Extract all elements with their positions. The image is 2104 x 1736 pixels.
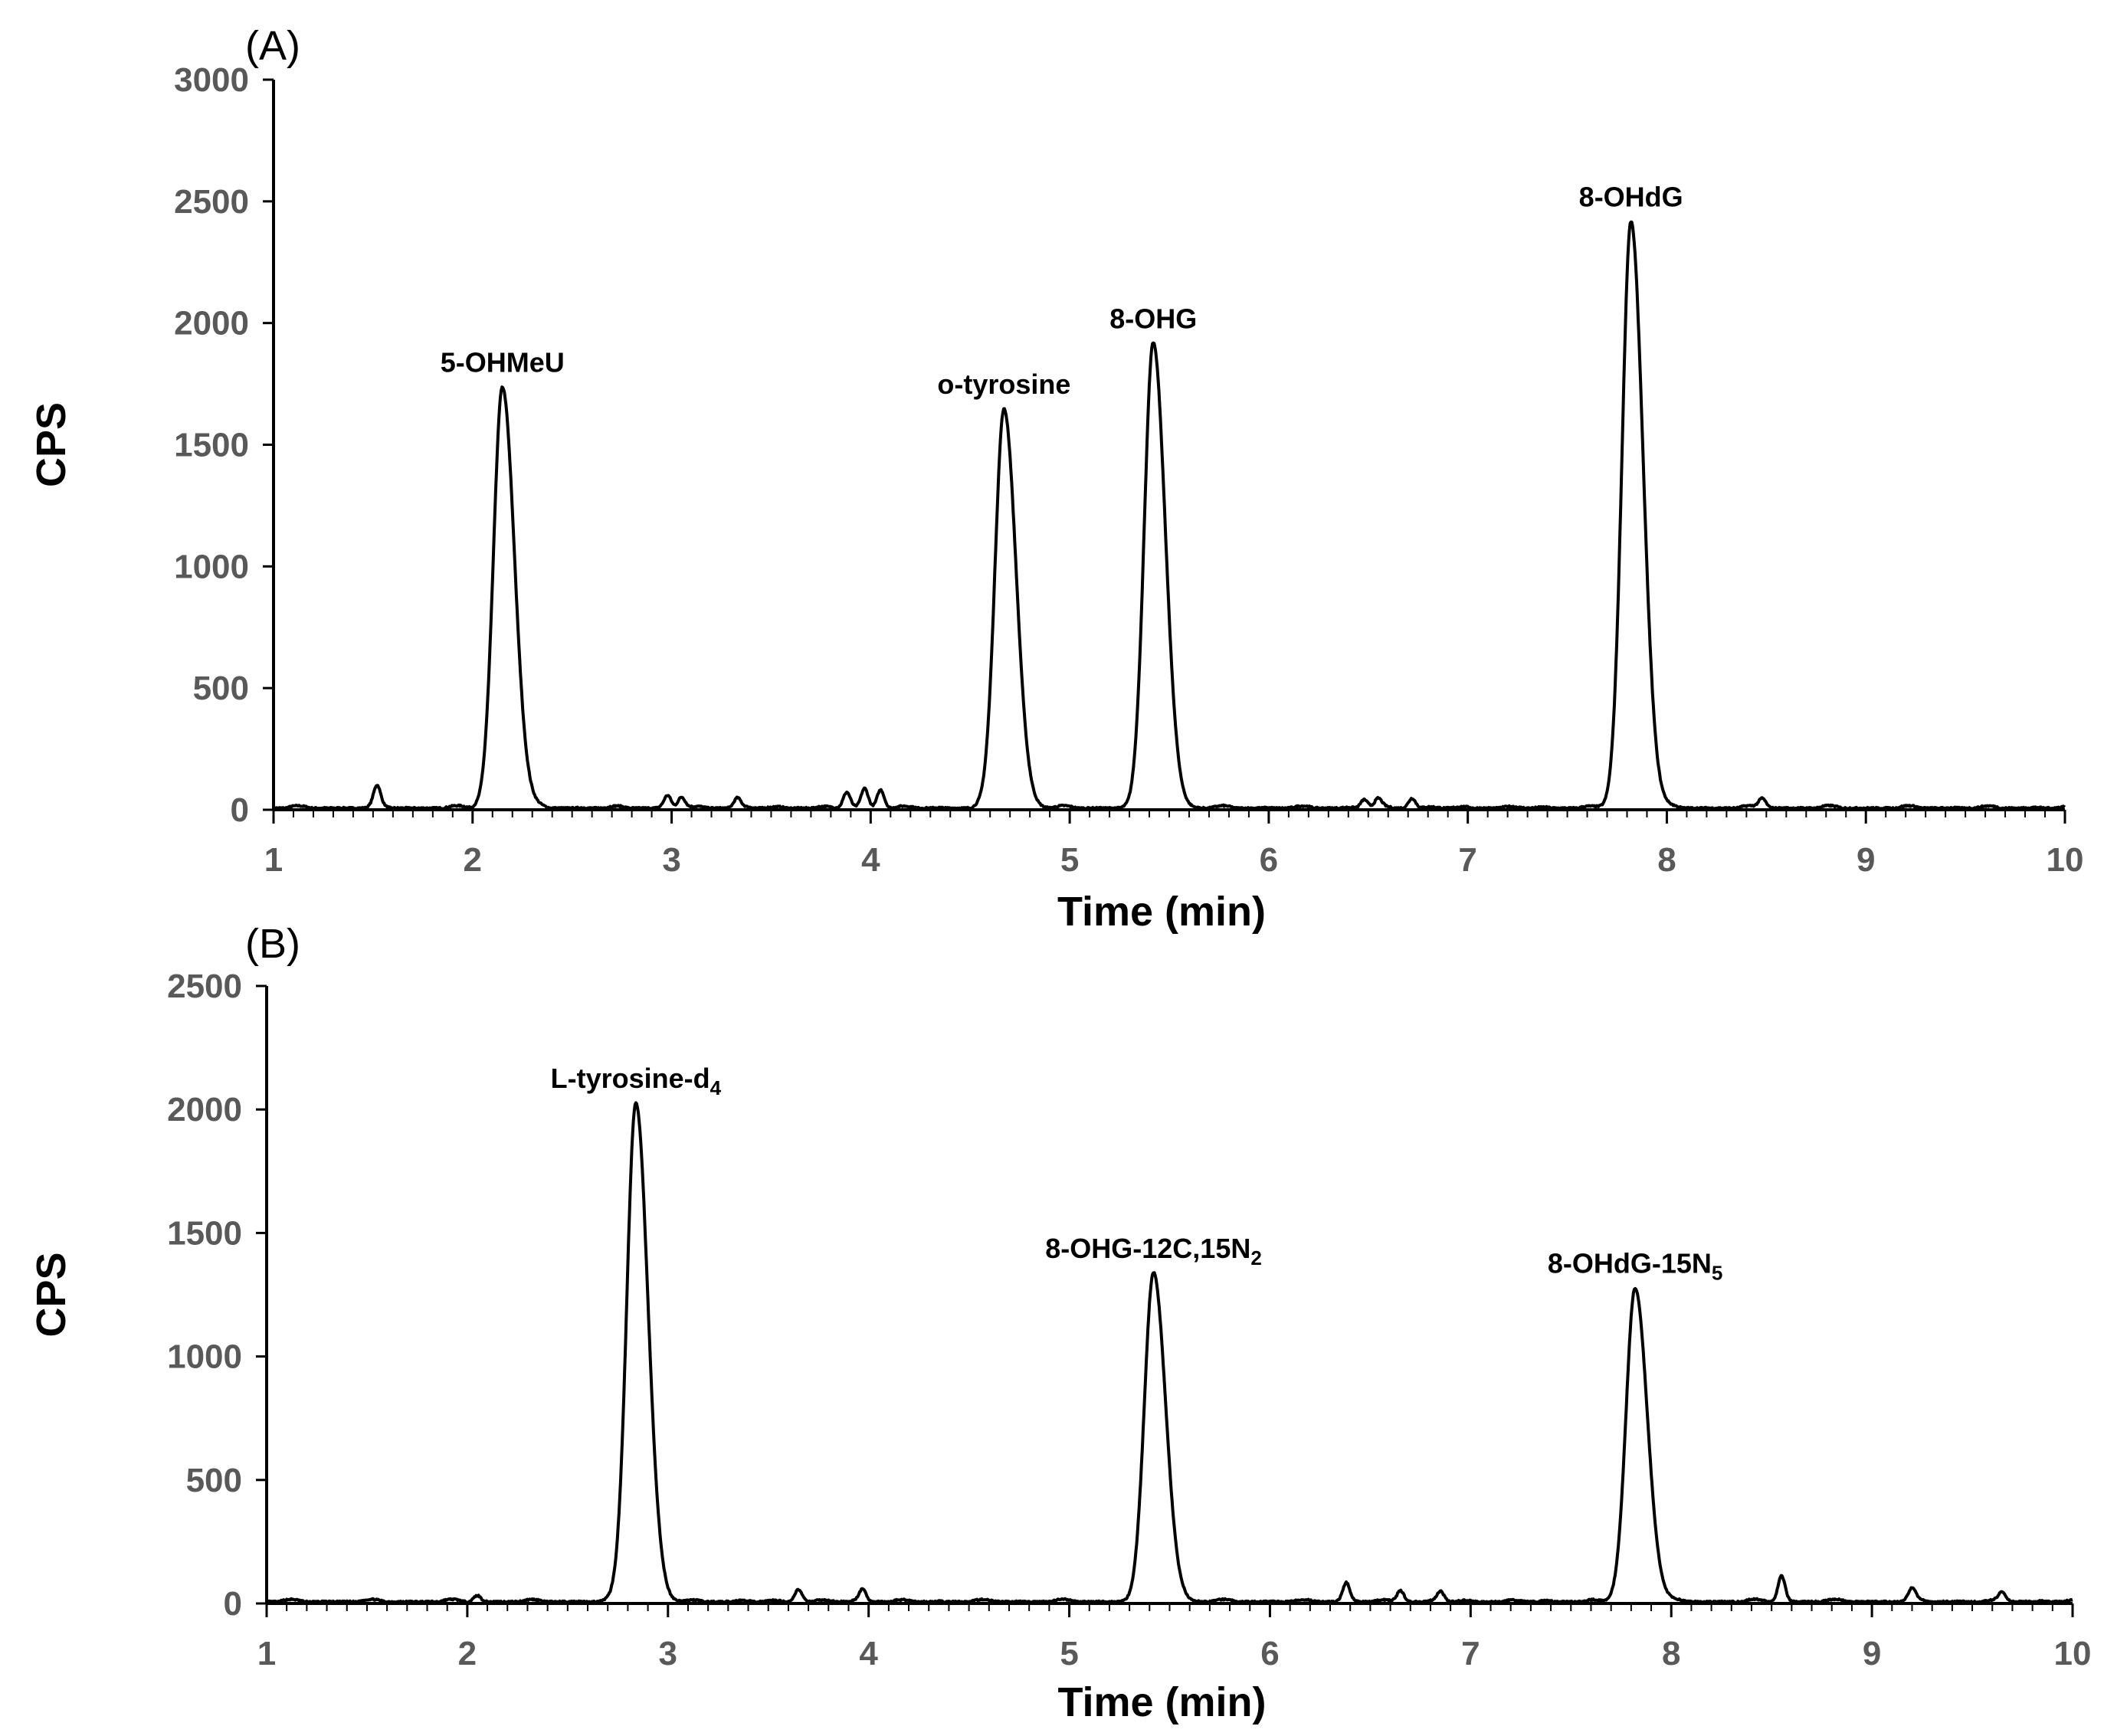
x-axis-title: Time (min): [1057, 1679, 1266, 1725]
chromatogram-trace: [272, 220, 2066, 811]
chromatogram-trace: [265, 1101, 2073, 1604]
x-tick-label: 5: [1060, 1635, 1078, 1672]
y-tick-label: 1000: [174, 548, 249, 585]
x-tick-label: 5: [1060, 841, 1079, 879]
peak-apex: [1002, 409, 1006, 413]
x-tick-label: 7: [1458, 841, 1476, 879]
y-axis-title: CPS: [28, 402, 74, 487]
x-axis-title: Time (min): [1057, 889, 1266, 935]
y-tick-label: 1500: [167, 1214, 242, 1252]
peak-apex: [1634, 1288, 1637, 1292]
y-tick-label: 2500: [167, 968, 242, 1005]
peak-apex: [500, 387, 504, 391]
y-tick-label: 0: [231, 791, 249, 829]
x-tick-label: 1: [257, 1635, 276, 1672]
y-tick-label: 2500: [174, 183, 249, 221]
y-tick-label: 2000: [174, 305, 249, 342]
peak-apex: [1629, 221, 1633, 225]
x-tick-label: 4: [861, 841, 880, 879]
x-tick-label: 8: [1662, 1635, 1680, 1672]
panel-a: (A) 0 500 1000 1500 2000 2500 3000 1 2 3 4 5 6 7 8 9 10 Ti…: [28, 23, 2083, 935]
x-tick-label: 2: [464, 841, 482, 879]
peak-apex: [1152, 343, 1155, 347]
peak-label: L-tyrosine-d4: [551, 1063, 722, 1099]
peak-apex: [1152, 1273, 1155, 1277]
x-tick-label: 6: [1260, 1635, 1279, 1672]
x-tick-label: 2: [458, 1635, 477, 1672]
x-tick-label: 4: [859, 1635, 878, 1672]
peak-label: o-tyrosine: [937, 368, 1070, 400]
y-tick-label: 2000: [167, 1091, 242, 1128]
peak-label: 8-OHdG: [1579, 181, 1683, 212]
y-tick-label: 0: [224, 1585, 242, 1623]
panel-label: (B): [245, 921, 300, 967]
y-tick-label: 500: [193, 670, 249, 707]
peak-apex: [634, 1102, 637, 1106]
x-tick-label: 6: [1260, 841, 1278, 879]
x-tick-label: 10: [2054, 1635, 2092, 1672]
x-tick-label: 9: [1857, 841, 1875, 879]
peak-label: 8-OHG: [1109, 303, 1197, 334]
x-tick-label: 10: [2047, 841, 2084, 879]
y-tick-label: 3000: [174, 61, 249, 99]
y-tick-label: 1000: [167, 1338, 242, 1376]
x-tick-label: 1: [264, 841, 283, 879]
x-tick-label: 8: [1657, 841, 1676, 879]
y-tick-label: 500: [186, 1462, 242, 1499]
x-tick-label: 3: [662, 841, 680, 879]
peak-label: 5-OHMeU: [441, 346, 565, 378]
peak-label: 8-OHdG-15N5: [1548, 1248, 1723, 1285]
panel-b: (B) 0 500 1000 1500 2000 2500 1 2 3 4 5 6 7 8 9 10 Time (…: [28, 921, 2091, 1725]
x-tick-label: 7: [1461, 1635, 1480, 1672]
panel-label: (A): [245, 23, 300, 69]
peak-label: 8-OHG-12C,15N2: [1045, 1233, 1262, 1269]
x-tick-label: 9: [1863, 1635, 1881, 1672]
y-axis-title: CPS: [28, 1252, 74, 1337]
y-tick-label: 1500: [174, 427, 249, 464]
x-tick-label: 3: [659, 1635, 677, 1672]
